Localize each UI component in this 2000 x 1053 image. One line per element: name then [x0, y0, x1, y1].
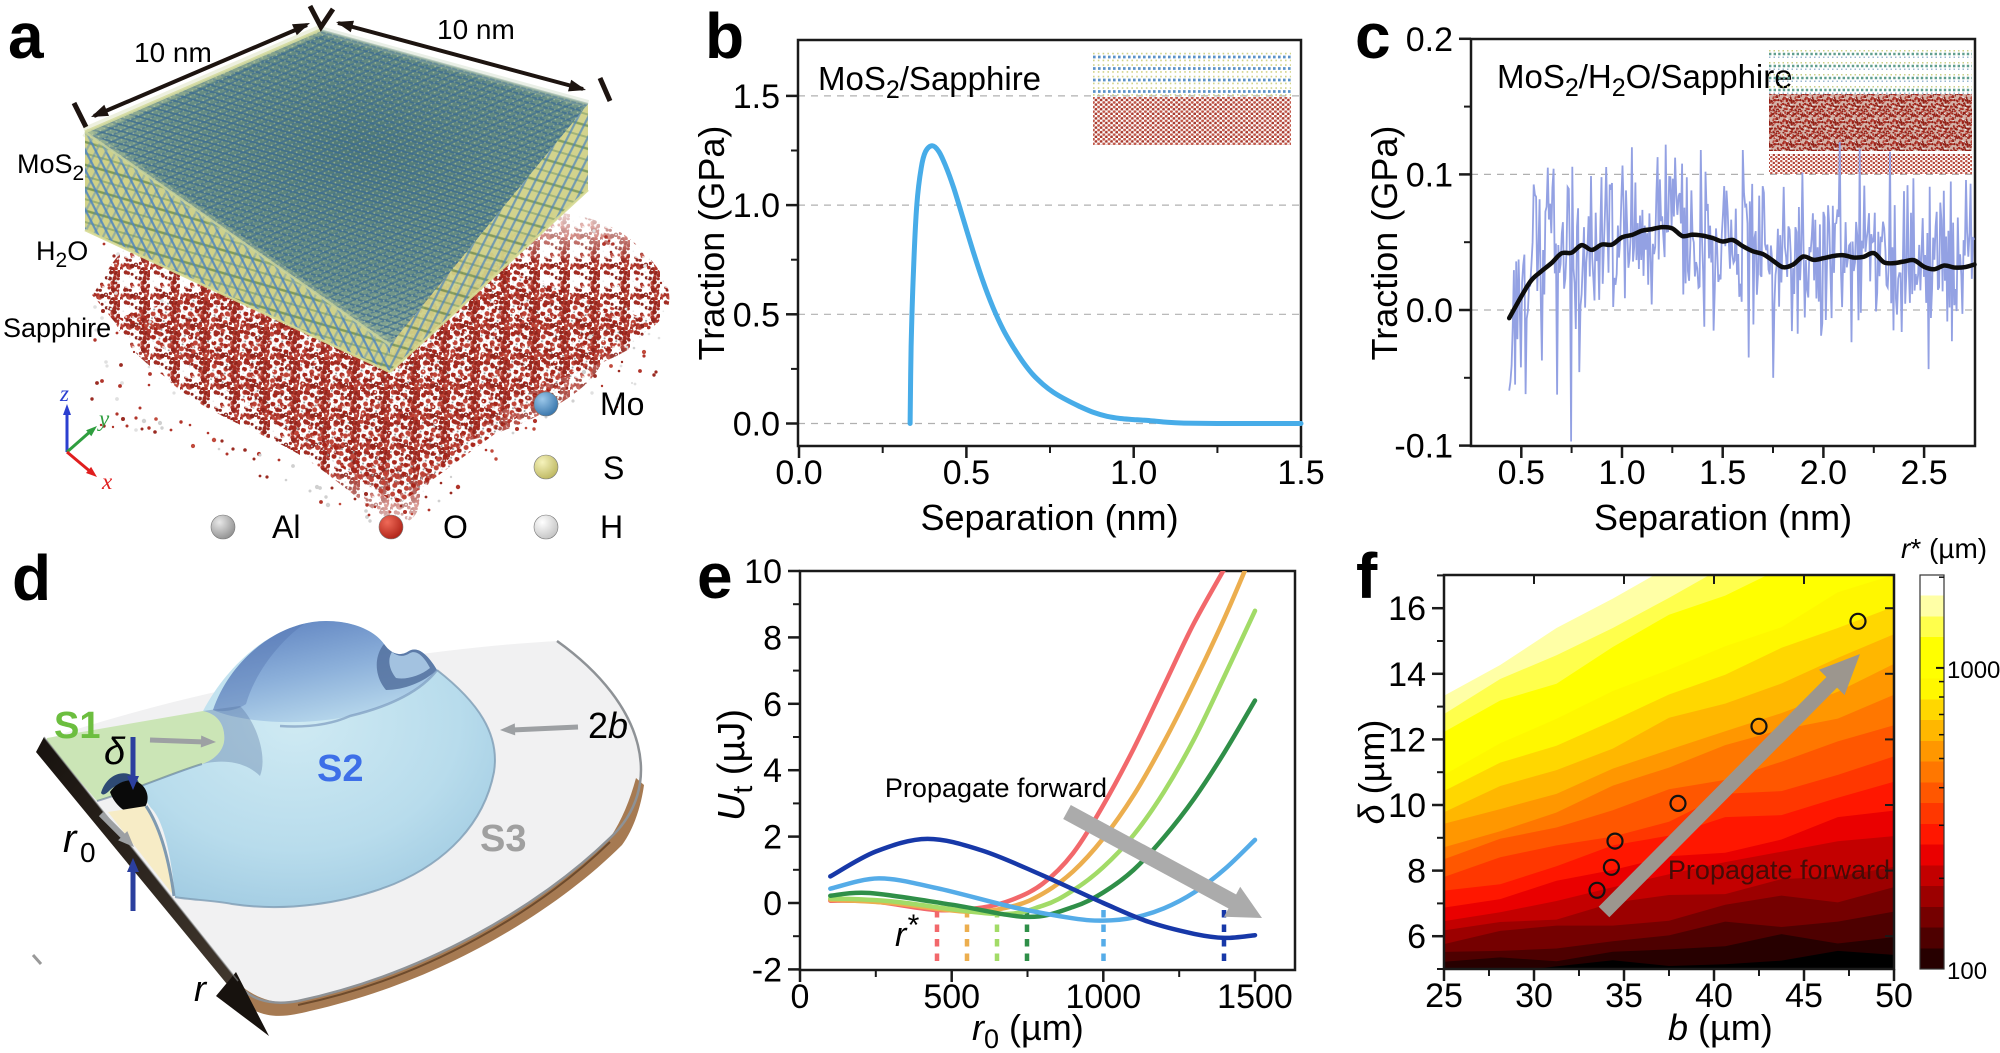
- svg-text:30: 30: [1515, 977, 1553, 1015]
- svg-text:0.5: 0.5: [733, 296, 780, 334]
- svg-text:1500: 1500: [1217, 978, 1293, 1016]
- svg-text:50: 50: [1875, 977, 1913, 1015]
- svg-text:6: 6: [1407, 918, 1426, 956]
- svg-text:y: y: [97, 406, 110, 431]
- svg-text:b (µm): b (µm): [1668, 1007, 1773, 1048]
- svg-text:Sapphire: Sapphire: [3, 313, 111, 343]
- svg-text:16: 16: [1388, 590, 1426, 628]
- svg-text:z: z: [59, 381, 69, 406]
- svg-text:1.5: 1.5: [1699, 454, 1746, 492]
- svg-text:H: H: [600, 509, 623, 545]
- svg-text:r* (µm): r* (µm): [1901, 533, 1987, 564]
- svg-text:b: b: [705, 0, 744, 72]
- svg-text:Propagate forward: Propagate forward: [885, 773, 1107, 803]
- svg-text:Al: Al: [272, 509, 300, 545]
- svg-text:Traction (GPa): Traction (GPa): [691, 126, 732, 361]
- svg-text:r0 (µm): r0 (µm): [972, 1007, 1084, 1053]
- svg-text:δ: δ: [104, 731, 126, 773]
- svg-text:f: f: [1356, 540, 1378, 612]
- svg-text:r: r: [63, 817, 78, 861]
- svg-text:4: 4: [763, 752, 782, 790]
- svg-text:d: d: [12, 542, 51, 614]
- svg-text:0: 0: [763, 885, 782, 923]
- svg-text:0.5: 0.5: [1498, 454, 1545, 492]
- svg-text:1.0: 1.0: [1110, 454, 1157, 492]
- svg-text:45: 45: [1785, 977, 1823, 1015]
- svg-text:500: 500: [923, 978, 980, 1016]
- svg-text:10: 10: [744, 553, 782, 591]
- svg-text:x: x: [101, 469, 113, 494]
- svg-text:r: r: [194, 968, 208, 1009]
- svg-text:10 nm: 10 nm: [437, 14, 515, 45]
- svg-text:Separation (nm): Separation (nm): [1594, 497, 1852, 538]
- svg-text:10: 10: [1388, 787, 1426, 825]
- svg-text:a: a: [8, 0, 44, 72]
- svg-text:0.0: 0.0: [1406, 292, 1453, 330]
- svg-text:S1: S1: [54, 705, 100, 747]
- svg-text:12: 12: [1388, 721, 1426, 759]
- svg-text:2.0: 2.0: [1800, 454, 1847, 492]
- svg-text:Propagate forward: Propagate forward: [1668, 855, 1890, 885]
- svg-text:2b: 2b: [588, 705, 628, 746]
- svg-text:6: 6: [763, 686, 782, 724]
- svg-text:0: 0: [791, 978, 810, 1016]
- svg-text:e: e: [697, 540, 733, 612]
- svg-text:100: 100: [1947, 958, 1987, 985]
- svg-text:25: 25: [1425, 977, 1463, 1015]
- svg-text:1000: 1000: [1947, 657, 2000, 684]
- svg-text:MoS2/H2O/Sapphire: MoS2/H2O/Sapphire: [1497, 58, 1793, 102]
- svg-text:S2: S2: [317, 748, 363, 790]
- svg-text:O: O: [443, 509, 468, 545]
- svg-text:S3: S3: [480, 818, 526, 860]
- svg-text:2: 2: [763, 819, 782, 857]
- svg-text:1000: 1000: [1065, 978, 1141, 1016]
- svg-text:0.2: 0.2: [1406, 21, 1453, 59]
- svg-text:1.0: 1.0: [1598, 454, 1645, 492]
- svg-text:0: 0: [80, 837, 96, 868]
- svg-text:Traction (GPa): Traction (GPa): [1364, 126, 1405, 361]
- svg-text:0.0: 0.0: [733, 406, 780, 444]
- svg-text:10 nm: 10 nm: [134, 37, 212, 68]
- svg-text:0.0: 0.0: [775, 454, 822, 492]
- svg-text:c: c: [1355, 0, 1391, 72]
- svg-text:S: S: [603, 450, 624, 486]
- svg-text:1.5: 1.5: [1277, 454, 1324, 492]
- svg-text:8: 8: [1407, 853, 1426, 891]
- svg-text:-0.1: -0.1: [1394, 428, 1453, 466]
- svg-text:2.5: 2.5: [1900, 454, 1947, 492]
- svg-text:1.5: 1.5: [733, 78, 780, 116]
- svg-text:Separation (nm): Separation (nm): [920, 497, 1178, 538]
- svg-text:-2: -2: [752, 951, 782, 989]
- svg-text:Ut (µJ): Ut (µJ): [711, 709, 758, 821]
- svg-text:0.5: 0.5: [943, 454, 990, 492]
- svg-text:Mo: Mo: [600, 386, 644, 422]
- svg-text:0.1: 0.1: [1406, 156, 1453, 194]
- svg-text:40: 40: [1695, 977, 1733, 1015]
- svg-text:δ (µm): δ (µm): [1351, 720, 1392, 825]
- svg-text:MoS2/Sapphire: MoS2/Sapphire: [818, 60, 1041, 104]
- svg-text:1.0: 1.0: [733, 187, 780, 225]
- svg-text:14: 14: [1388, 656, 1426, 694]
- svg-text:8: 8: [763, 619, 782, 657]
- svg-text:35: 35: [1605, 977, 1643, 1015]
